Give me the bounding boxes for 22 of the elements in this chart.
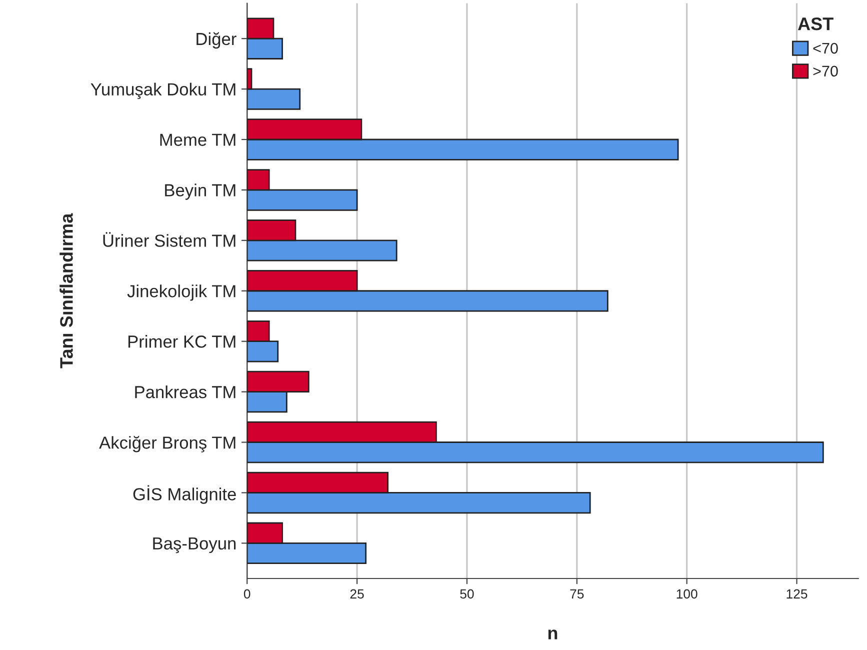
x-tick-label: 25 <box>350 589 364 599</box>
y-tick-label: Yumuşak Doku TM <box>90 82 236 99</box>
legend-label: >70 <box>813 66 838 77</box>
x-tick-label: 0 <box>244 589 250 599</box>
y-tick-label: Jinekolojik TM <box>127 284 236 301</box>
x-tick-label: 50 <box>460 589 474 599</box>
y-tick-label: Beyin TM <box>165 184 236 200</box>
y-tick-label: Pankreas TM <box>135 386 236 398</box>
x-axis-title: n <box>548 630 558 640</box>
y-tick-label: Diğer <box>196 32 236 49</box>
y-tick-label: GİS Malignite <box>133 485 236 504</box>
y-tick-label: Primer KC TM <box>128 335 236 348</box>
y-tick-label: Baş-Boyun <box>153 537 236 554</box>
y-tick-label: Akciğer Bronş TM <box>99 436 236 452</box>
x-tick-label: 100 <box>676 589 698 599</box>
legend-title: AST <box>798 17 834 30</box>
x-tick-label: 75 <box>570 589 584 599</box>
y-tick-label: Meme TM <box>160 134 236 146</box>
y-axis-title: Tanı Sınıflandırma <box>60 213 73 368</box>
x-tick-label: 125 <box>786 589 808 599</box>
y-tick-label: Üriner Sistem TM <box>103 232 236 247</box>
legend-label: <70 <box>813 42 838 54</box>
